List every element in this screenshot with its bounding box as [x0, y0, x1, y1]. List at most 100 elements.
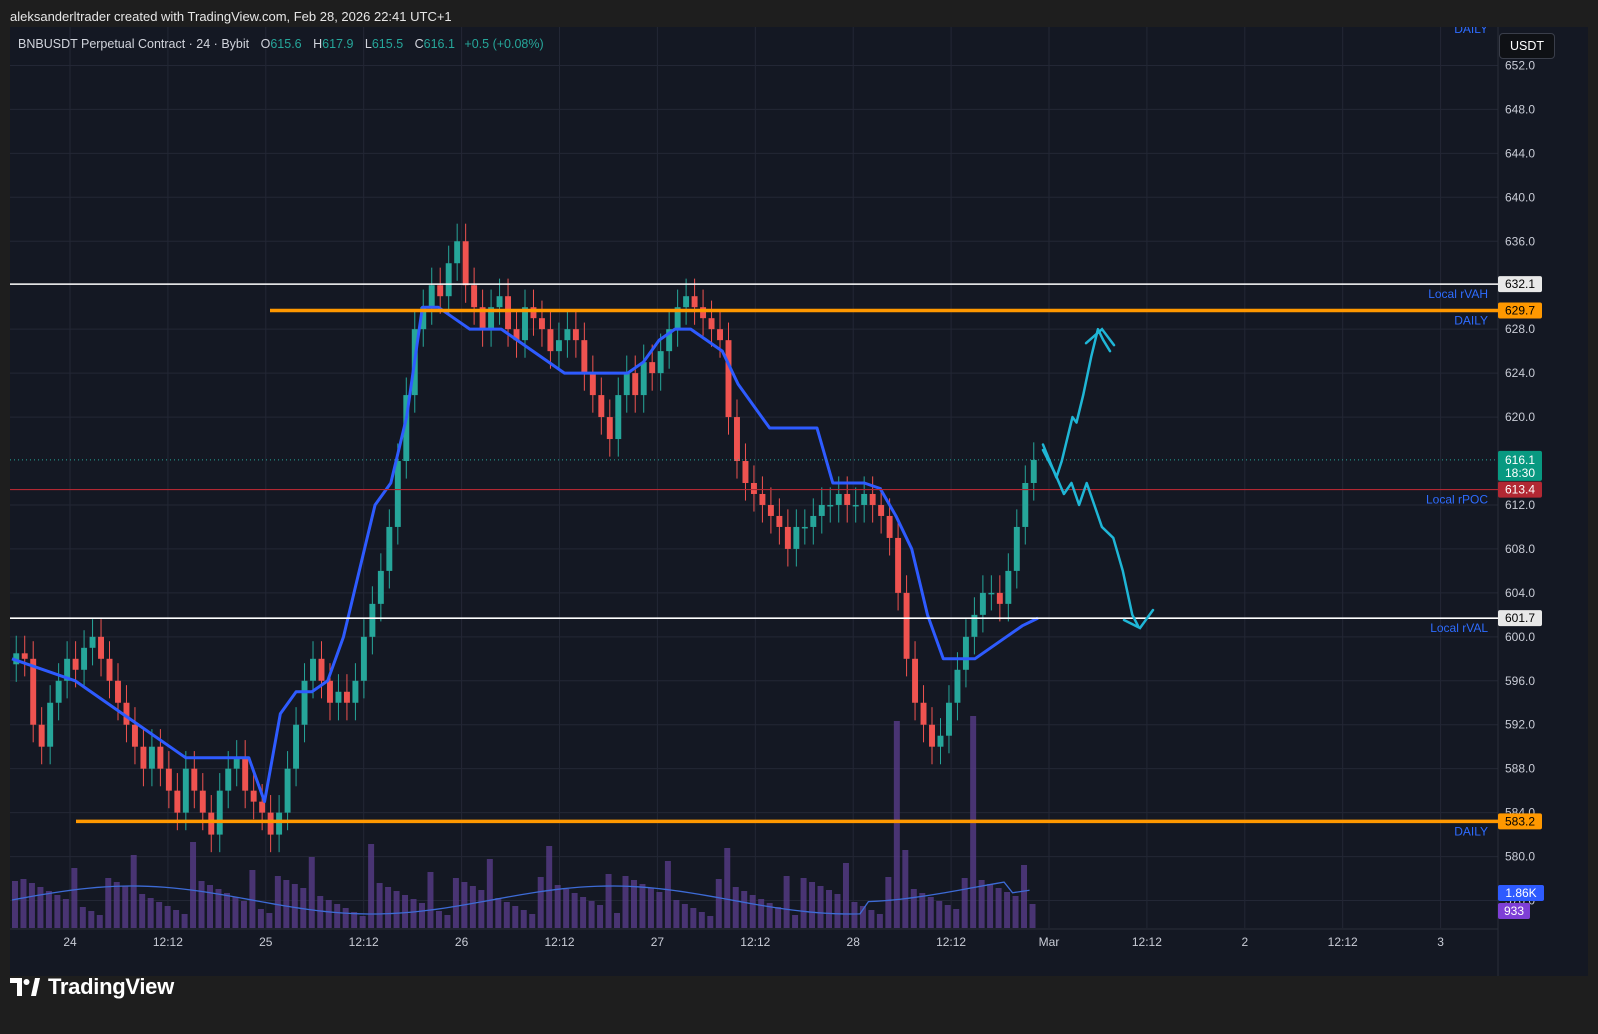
level-price-label: 601.7: [1505, 611, 1535, 625]
level-price-badge: [1498, 813, 1542, 830]
candle-body: [242, 757, 249, 791]
volume-bar: [724, 848, 731, 928]
candle-body: [776, 515, 783, 527]
volume-bar: [207, 885, 214, 928]
volume-bar: [351, 912, 358, 928]
candle-body: [945, 702, 952, 736]
x-tick-label: 27: [651, 935, 665, 949]
volume-bar: [902, 850, 909, 928]
volume-bar: [469, 886, 476, 928]
volume-bar: [910, 889, 917, 928]
projection-down-arrowhead: [1122, 608, 1155, 630]
x-tick-label: 12:12: [1132, 935, 1162, 949]
level-price-badge: [1498, 276, 1542, 293]
volume-bar: [300, 888, 307, 928]
chart-pane[interactable]: 652.0 648.0 644.0 640.0 636.0 628.0 624.0 620.0…: [10, 27, 1588, 976]
candle-body: [988, 592, 995, 595]
candle-body: [996, 592, 1003, 604]
candle-body: [1030, 459, 1037, 483]
candle-body: [530, 307, 537, 319]
volume-bar: [656, 892, 663, 928]
volume-bar: [410, 899, 417, 928]
volume-bar: [622, 876, 629, 928]
candle-body: [445, 263, 452, 297]
volume-bar: [240, 901, 247, 928]
volume-bar: [936, 901, 943, 928]
volume-bar: [122, 886, 129, 928]
y-tick-label: 624.0: [1505, 366, 1535, 380]
x-tick-label: 12:12: [740, 935, 770, 949]
volume-bar: [368, 844, 375, 928]
y-tick-label: 640.0: [1505, 190, 1535, 204]
candle-body: [623, 373, 630, 396]
currency-unit-button[interactable]: USDT: [1499, 33, 1555, 59]
volume-bar: [334, 904, 341, 928]
volume-bar: [715, 879, 722, 928]
volume-bar: [232, 897, 239, 928]
candle-body: [89, 636, 96, 648]
volume-bar: [393, 891, 400, 928]
volume-bar: [215, 889, 222, 928]
candle-body: [920, 702, 927, 725]
candle-body: [106, 658, 113, 681]
candle-body: [606, 417, 613, 440]
candle-body: [564, 329, 571, 341]
candle-body: [64, 658, 71, 681]
candle-body: [513, 329, 520, 341]
open-value: 615.6: [270, 37, 302, 51]
volume-bar: [563, 889, 570, 928]
candle-body: [750, 482, 757, 494]
volume-bar: [834, 894, 841, 928]
volume-bar: [113, 882, 120, 928]
volume-bar: [105, 878, 112, 928]
candle-body: [131, 724, 138, 747]
candle-body: [377, 570, 384, 604]
level-side-label: Local rPOC: [1426, 493, 1488, 507]
volume-bar: [809, 882, 816, 928]
y-tick-label: 620.0: [1505, 410, 1535, 424]
candle-body: [555, 340, 562, 352]
candle-body: [479, 307, 486, 330]
volume-bar: [893, 721, 900, 928]
volume-bar: [588, 901, 595, 928]
volume-bar: [96, 915, 103, 928]
volume-bar: [885, 877, 892, 928]
x-tick-label: 12:12: [544, 935, 574, 949]
volume-bar: [283, 880, 290, 928]
volume-bar: [173, 910, 180, 928]
candle-body: [742, 461, 749, 483]
price-chart[interactable]: 652.0 648.0 644.0 640.0 636.0 628.0 624.0 620.0…: [10, 27, 1588, 976]
candle-body: [343, 691, 350, 703]
volume-bar: [681, 904, 688, 928]
volume-bar: [325, 900, 332, 928]
volume-bar: [419, 903, 425, 928]
volume-bar: [927, 897, 934, 928]
volume-bar: [139, 894, 146, 928]
tradingview-logo[interactable]: TradingView: [10, 974, 174, 999]
volume-ma-badge: [1498, 903, 1530, 919]
volume-bar: [817, 886, 824, 928]
x-tick-label: 3: [1437, 935, 1444, 949]
candle-body: [572, 329, 579, 341]
volume-bar: [478, 890, 485, 928]
level-price-badge: [1498, 302, 1542, 319]
level-price-label: 583.2: [1505, 814, 1535, 828]
volume-bar: [766, 903, 773, 928]
candle-body: [276, 812, 283, 835]
candle-body: [310, 658, 316, 681]
volume-bar: [181, 914, 188, 928]
y-tick-label: 652.0: [1505, 58, 1535, 72]
volume-value-label: 1.86K: [1505, 886, 1536, 900]
candle-body: [962, 636, 969, 670]
last-price-badge: [1498, 450, 1542, 481]
y-tick-label: 644.0: [1505, 146, 1535, 160]
volume-bar: [605, 874, 612, 928]
volume-bar: [198, 881, 205, 928]
candle-body: [293, 724, 300, 769]
volume-bar: [402, 895, 409, 928]
candle-body: [55, 680, 62, 703]
volume-bar: [859, 906, 866, 928]
volume-ma-line: [11, 881, 1030, 915]
volume-bar: [944, 905, 951, 928]
volume-bar: [851, 902, 858, 928]
